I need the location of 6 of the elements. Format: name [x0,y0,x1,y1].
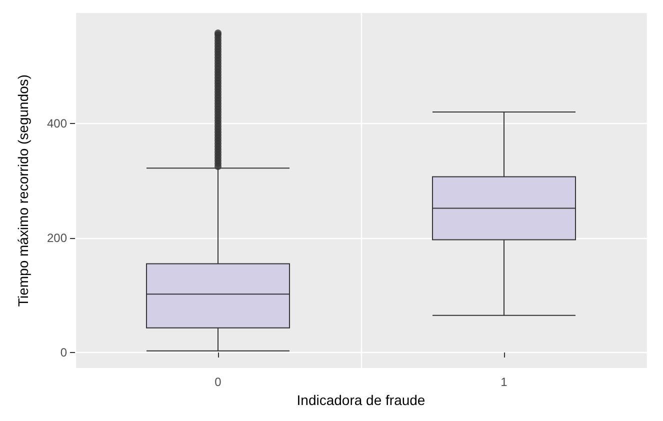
y-axis-title: Tiempo máximo recorrido (segundos) [15,74,31,307]
x-axis-title: Indicadora de fraude [296,392,426,408]
y-tick-label: 200 [46,231,68,246]
y-tick-label: 400 [46,116,68,131]
x-tick-label: 1 [500,375,508,389]
y-tick-label: 0 [60,346,68,360]
